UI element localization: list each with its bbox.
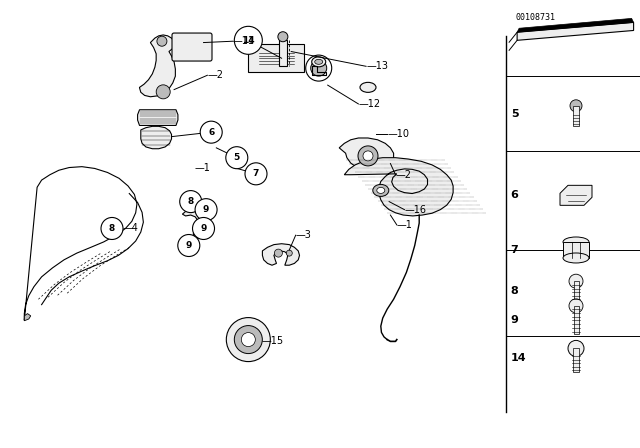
FancyBboxPatch shape — [573, 281, 579, 301]
Circle shape — [363, 151, 373, 161]
Text: 8: 8 — [109, 224, 115, 233]
Ellipse shape — [315, 59, 323, 65]
Polygon shape — [517, 22, 634, 40]
Polygon shape — [24, 314, 31, 321]
Polygon shape — [140, 35, 175, 97]
Circle shape — [226, 146, 248, 169]
Polygon shape — [141, 126, 172, 149]
Text: —4: —4 — [123, 223, 139, 233]
Circle shape — [311, 60, 327, 76]
Text: 9: 9 — [186, 241, 192, 250]
Text: 6: 6 — [511, 190, 518, 200]
Text: 5: 5 — [234, 153, 240, 162]
Circle shape — [234, 26, 262, 54]
Circle shape — [200, 121, 222, 143]
Text: 9: 9 — [203, 205, 209, 214]
Text: 8: 8 — [511, 286, 518, 296]
Circle shape — [358, 146, 378, 166]
Text: 7: 7 — [253, 169, 259, 178]
Text: —13: —13 — [366, 61, 388, 71]
FancyBboxPatch shape — [563, 242, 589, 258]
Circle shape — [178, 234, 200, 257]
Circle shape — [245, 163, 267, 185]
Text: 9: 9 — [200, 224, 207, 233]
Polygon shape — [339, 138, 394, 171]
Text: 14: 14 — [242, 36, 255, 45]
Text: —1: —1 — [195, 163, 211, 173]
Circle shape — [569, 299, 583, 313]
Text: —2: —2 — [207, 70, 223, 80]
FancyBboxPatch shape — [172, 33, 212, 61]
Circle shape — [306, 55, 332, 81]
Text: 00108731: 00108731 — [515, 13, 556, 22]
Text: —10: —10 — [387, 129, 409, 138]
Ellipse shape — [312, 57, 326, 67]
Circle shape — [241, 332, 255, 347]
Text: —2: —2 — [396, 170, 412, 180]
Circle shape — [193, 217, 214, 240]
Polygon shape — [262, 244, 300, 265]
FancyBboxPatch shape — [573, 306, 579, 334]
FancyBboxPatch shape — [573, 106, 579, 126]
Ellipse shape — [563, 237, 589, 247]
Circle shape — [156, 85, 170, 99]
Circle shape — [570, 100, 582, 112]
Ellipse shape — [563, 253, 589, 263]
Circle shape — [275, 249, 282, 257]
Circle shape — [234, 326, 262, 353]
Text: 6: 6 — [208, 128, 214, 137]
Polygon shape — [138, 110, 178, 125]
Circle shape — [568, 340, 584, 357]
Text: 7: 7 — [511, 245, 518, 255]
FancyBboxPatch shape — [248, 44, 305, 72]
Ellipse shape — [377, 187, 385, 194]
Ellipse shape — [360, 82, 376, 92]
Polygon shape — [279, 40, 287, 66]
Text: —1: —1 — [397, 220, 413, 230]
Text: —15: —15 — [261, 336, 284, 346]
Circle shape — [227, 318, 270, 362]
Text: —3: —3 — [296, 230, 312, 240]
Text: 8: 8 — [188, 197, 194, 206]
Circle shape — [278, 32, 288, 42]
Text: —12: —12 — [358, 99, 381, 109]
Circle shape — [195, 198, 217, 221]
Text: —16: —16 — [404, 205, 426, 215]
Circle shape — [157, 36, 167, 46]
Text: —11: —11 — [233, 36, 255, 46]
Polygon shape — [560, 185, 592, 205]
Text: 5: 5 — [511, 109, 518, 119]
Ellipse shape — [372, 185, 388, 196]
Polygon shape — [517, 18, 634, 32]
Text: 9: 9 — [511, 315, 518, 325]
Circle shape — [286, 250, 292, 256]
Polygon shape — [344, 158, 453, 216]
Circle shape — [101, 217, 123, 240]
Circle shape — [569, 274, 583, 288]
Polygon shape — [182, 210, 205, 238]
Text: 14: 14 — [511, 353, 526, 363]
Circle shape — [180, 190, 202, 213]
FancyBboxPatch shape — [573, 349, 579, 372]
